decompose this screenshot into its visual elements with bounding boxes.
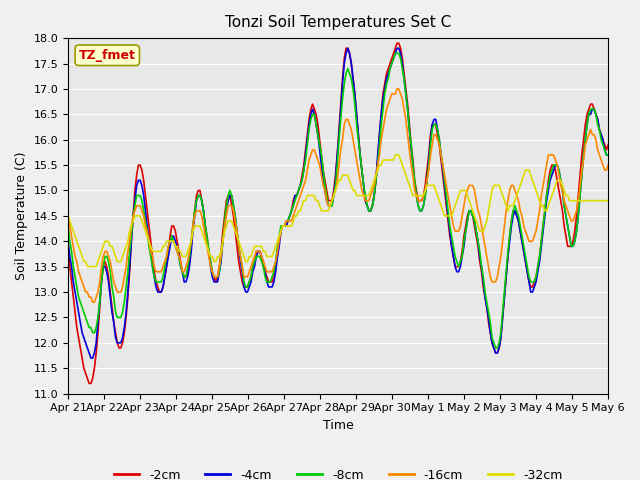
Y-axis label: Soil Temperature (C): Soil Temperature (C) (15, 152, 28, 280)
Text: TZ_fmet: TZ_fmet (79, 49, 136, 62)
Title: Tonzi Soil Temperatures Set C: Tonzi Soil Temperatures Set C (225, 15, 451, 30)
Legend: -2cm, -4cm, -8cm, -16cm, -32cm: -2cm, -4cm, -8cm, -16cm, -32cm (109, 464, 567, 480)
X-axis label: Time: Time (323, 419, 353, 432)
